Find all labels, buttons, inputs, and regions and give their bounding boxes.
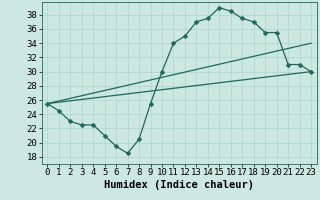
X-axis label: Humidex (Indice chaleur): Humidex (Indice chaleur) bbox=[104, 180, 254, 190]
